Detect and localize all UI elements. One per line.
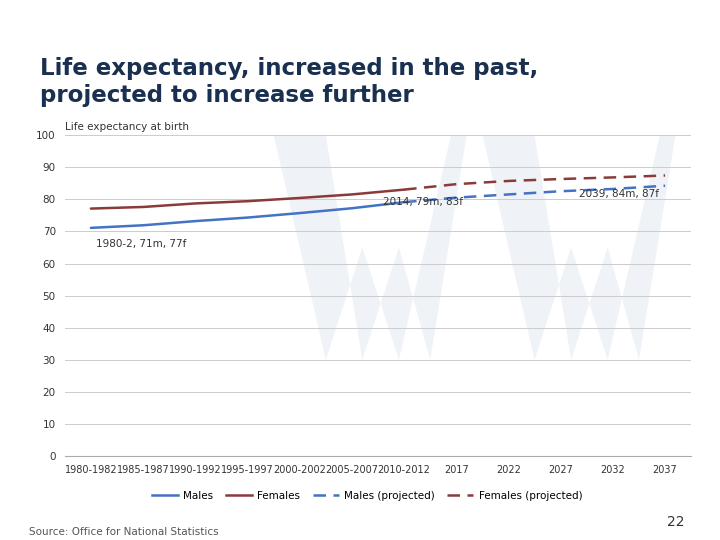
Text: Life expectancy, increased in the past,: Life expectancy, increased in the past, xyxy=(40,57,538,80)
Text: Life expectancy at birth: Life expectancy at birth xyxy=(65,122,189,132)
Text: 2039, 84m, 87f: 2039, 84m, 87f xyxy=(579,189,659,199)
Polygon shape xyxy=(482,135,675,360)
Text: 2014, 79m, 83f: 2014, 79m, 83f xyxy=(383,197,463,207)
Polygon shape xyxy=(274,135,467,360)
Text: 22: 22 xyxy=(667,515,684,529)
Text: 1980-2, 71m, 77f: 1980-2, 71m, 77f xyxy=(96,239,186,249)
Legend: Males, Females, Males (projected), Females (projected): Males, Females, Males (projected), Femal… xyxy=(148,487,586,505)
Text: Source: Office for National Statistics: Source: Office for National Statistics xyxy=(29,527,218,537)
Text: projected to increase further: projected to increase further xyxy=(40,84,413,107)
